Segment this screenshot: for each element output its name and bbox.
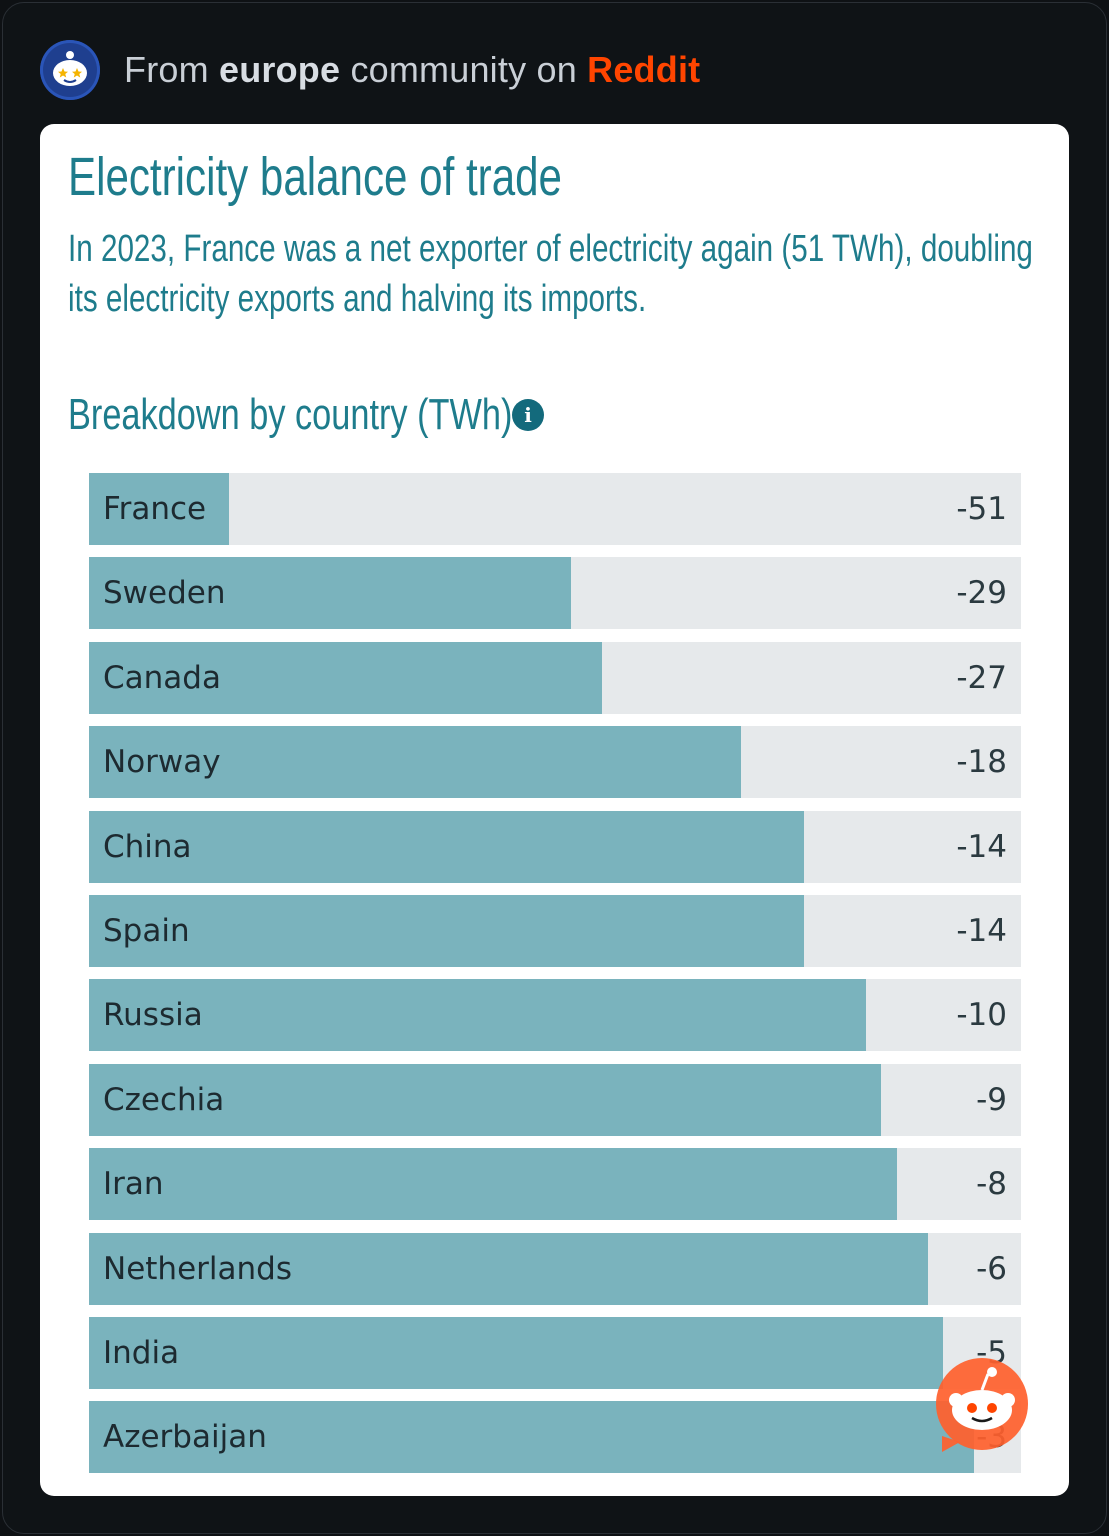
bar [89, 810, 804, 883]
bar-row: Norway -18 [89, 726, 1021, 799]
bar-category-label: Spain [103, 912, 190, 949]
snoo-avatar-icon [53, 51, 87, 86]
bar-value-label: -18 [956, 744, 1007, 781]
bar-value-label: -14 [956, 828, 1007, 865]
community-name[interactable]: europe [219, 49, 341, 90]
post-source: From europe community on Reddit [124, 49, 700, 91]
chart-card: Electricity balance of trade In 2023, Fr… [40, 124, 1069, 1496]
bar-row: India -5 [89, 1316, 1021, 1389]
bar-value-label: -27 [956, 659, 1007, 696]
bar [89, 726, 742, 799]
bar-row: Czechia -9 [89, 1063, 1021, 1136]
bar-value-label: -6 [976, 1250, 1007, 1287]
section-heading: Breakdown by country (TWh) i [68, 390, 544, 440]
bar-value-label: -29 [956, 575, 1007, 612]
reddit-brand-link[interactable]: Reddit [587, 49, 701, 90]
bar-category-label: India [103, 1334, 180, 1371]
bar-value-label: -51 [956, 491, 1007, 527]
bar [89, 1232, 928, 1305]
bar-row: Russia -10 [89, 979, 1021, 1052]
bar-category-label: Canada [103, 659, 221, 696]
post-header: From europe community on Reddit [40, 40, 700, 100]
bar-value-label: -8 [976, 1166, 1007, 1203]
bar-row: Iran -8 [89, 1148, 1021, 1221]
bar-value-label: -9 [976, 1081, 1007, 1118]
info-icon[interactable]: i [512, 399, 544, 431]
bar-category-label: Russia [103, 997, 203, 1034]
bar-value-label: -10 [956, 997, 1007, 1034]
bar [89, 557, 571, 630]
bar [89, 641, 602, 714]
bar-category-label: Czechia [103, 1081, 225, 1118]
bar-category-label: China [103, 828, 192, 865]
source-middle: community on [350, 49, 577, 90]
bar [89, 1316, 944, 1389]
source-prefix: From [124, 49, 209, 90]
bar-category-label: Sweden [103, 575, 226, 612]
bar-category-label: Norway [103, 744, 221, 781]
bar-chart: France -51 Sweden -29 Canada -27 Norway -18 Chin… [89, 473, 1021, 1486]
chart-card-subtitle: In 2023, France was a net exporter of el… [68, 228, 1033, 320]
bar-category-label: Azerbaijan [103, 1419, 267, 1456]
bar-row: Sweden -29 [89, 557, 1021, 630]
bar-row: Azerbaijan-3 [89, 1401, 1021, 1474]
chart-card-title: Electricity balance of trade [68, 147, 562, 207]
bar [89, 1063, 882, 1136]
bar-row: Canada -27 [89, 641, 1021, 714]
bar [89, 473, 229, 545]
bar-category-label: Iran [103, 1166, 164, 1203]
bar-row: China -14 [89, 810, 1021, 883]
section-label: Breakdown by country (TWh) [68, 390, 513, 439]
bar-category-label: France [103, 491, 207, 527]
bar [89, 979, 866, 1052]
bar [89, 1401, 975, 1474]
bar-row: France -51 [89, 473, 1021, 545]
bar-value-label: -14 [956, 912, 1007, 949]
bar-row: Spain -14 [89, 894, 1021, 967]
bar-row: Netherlands -6 [89, 1232, 1021, 1305]
reddit-snoo-icon[interactable] [934, 1356, 1032, 1452]
community-avatar[interactable] [40, 40, 100, 100]
bar [89, 894, 804, 967]
bar-category-label: Netherlands [103, 1250, 292, 1287]
bar [89, 1148, 897, 1221]
